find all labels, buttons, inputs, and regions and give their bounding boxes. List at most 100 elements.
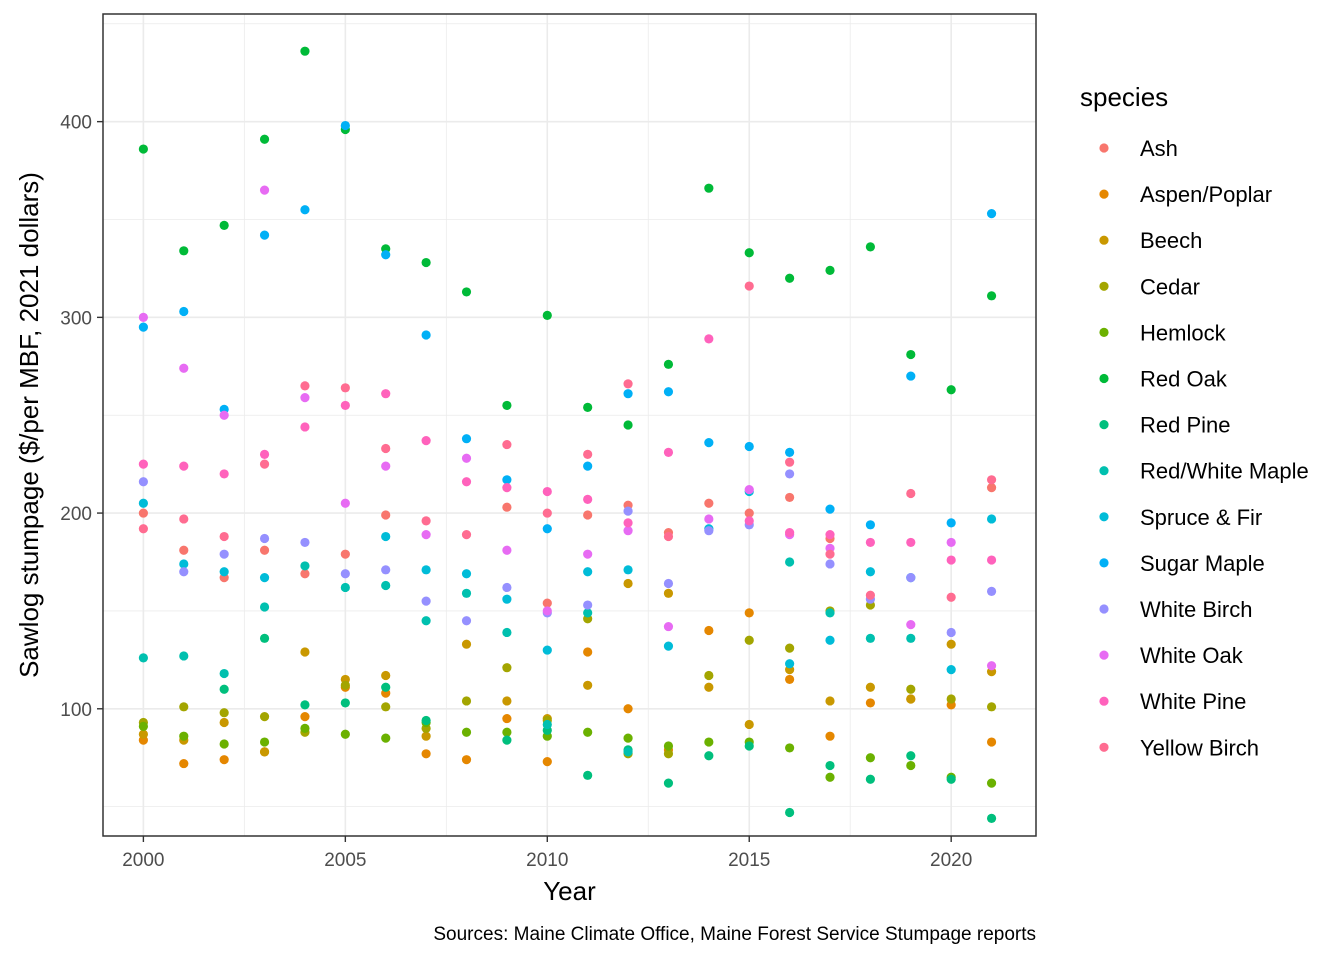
legend-title: species <box>1080 82 1168 112</box>
data-point <box>825 696 835 706</box>
data-point <box>785 273 795 283</box>
y-tick-label: 300 <box>60 308 92 329</box>
data-point <box>381 389 391 399</box>
data-point <box>381 670 391 681</box>
data-point <box>825 760 835 771</box>
series-yellow-birch <box>138 281 997 602</box>
data-point <box>623 565 633 575</box>
data-point <box>865 698 876 708</box>
data-point <box>179 461 189 471</box>
data-point <box>663 778 674 788</box>
data-point <box>946 665 956 675</box>
data-point <box>259 633 270 643</box>
data-point <box>583 494 593 504</box>
data-point <box>704 526 714 536</box>
data-point <box>986 586 997 596</box>
data-point <box>381 702 391 712</box>
y-tick-label: 200 <box>60 504 92 525</box>
data-point <box>583 608 593 618</box>
data-point <box>583 402 593 412</box>
legend-item: Beech <box>1099 228 1202 253</box>
data-point <box>906 684 916 694</box>
data-point <box>179 363 189 373</box>
legend-label: Ash <box>1140 136 1178 161</box>
data-point <box>542 645 552 655</box>
data-point <box>825 504 835 514</box>
data-point <box>583 461 593 471</box>
data-point <box>865 774 876 784</box>
data-point <box>381 580 391 591</box>
data-point <box>623 420 633 430</box>
data-point <box>381 733 391 743</box>
data-point <box>259 449 270 459</box>
data-point <box>946 639 956 649</box>
data-point <box>340 549 350 559</box>
data-point <box>583 510 593 520</box>
data-point <box>623 379 633 389</box>
legend-key <box>1099 604 1109 614</box>
series-beech <box>138 578 997 757</box>
data-point <box>986 778 997 788</box>
legend-label: Beech <box>1140 228 1202 253</box>
data-point <box>502 475 512 485</box>
data-point <box>542 486 552 497</box>
legend-key <box>1099 373 1109 384</box>
legend-key <box>1099 327 1109 337</box>
data-point <box>502 713 512 724</box>
data-point <box>865 520 876 530</box>
data-point <box>946 555 956 565</box>
data-point <box>219 708 229 718</box>
data-point <box>219 739 229 749</box>
data-point <box>219 549 229 559</box>
data-point <box>300 537 310 548</box>
data-point <box>785 557 795 567</box>
data-point <box>259 737 270 747</box>
data-point <box>461 569 472 579</box>
data-point <box>300 381 310 391</box>
plot-border <box>102 13 1037 837</box>
legend-key <box>1099 512 1109 522</box>
data-point <box>259 185 270 195</box>
legend-item: Sugar Maple <box>1099 551 1265 576</box>
legend-label: Cedar <box>1140 274 1200 299</box>
data-point <box>986 661 997 671</box>
data-point <box>421 530 431 540</box>
data-point <box>986 514 997 524</box>
data-point <box>421 436 431 446</box>
data-point <box>461 453 472 463</box>
data-point <box>381 531 391 542</box>
data-point <box>179 651 189 661</box>
data-point <box>785 807 795 818</box>
data-point <box>542 310 552 320</box>
data-point <box>340 569 350 579</box>
series-white-pine <box>138 334 997 565</box>
data-point <box>461 727 472 737</box>
data-point <box>461 477 472 487</box>
legend-key <box>1099 742 1109 752</box>
data-point <box>906 537 916 548</box>
legend-item: Yellow Birch <box>1099 735 1259 760</box>
data-point <box>461 434 472 444</box>
data-point <box>502 483 512 493</box>
data-point <box>744 281 754 291</box>
data-point <box>986 291 997 301</box>
data-point <box>906 694 916 704</box>
data-point <box>583 727 593 737</box>
legend-item: Ash <box>1099 136 1178 161</box>
data-point <box>219 469 229 479</box>
data-point <box>259 459 270 469</box>
data-point <box>663 749 674 759</box>
data-point <box>179 758 189 769</box>
data-point <box>744 516 754 526</box>
data-point <box>744 441 754 452</box>
data-point <box>865 590 876 600</box>
data-point <box>502 627 512 638</box>
data-point <box>865 567 876 577</box>
data-point <box>663 588 674 598</box>
data-point <box>179 731 189 741</box>
legend-label: White Oak <box>1140 643 1244 668</box>
data-point <box>461 530 472 540</box>
data-point <box>623 526 633 536</box>
y-tick-label: 400 <box>60 113 92 134</box>
data-point <box>825 549 835 559</box>
